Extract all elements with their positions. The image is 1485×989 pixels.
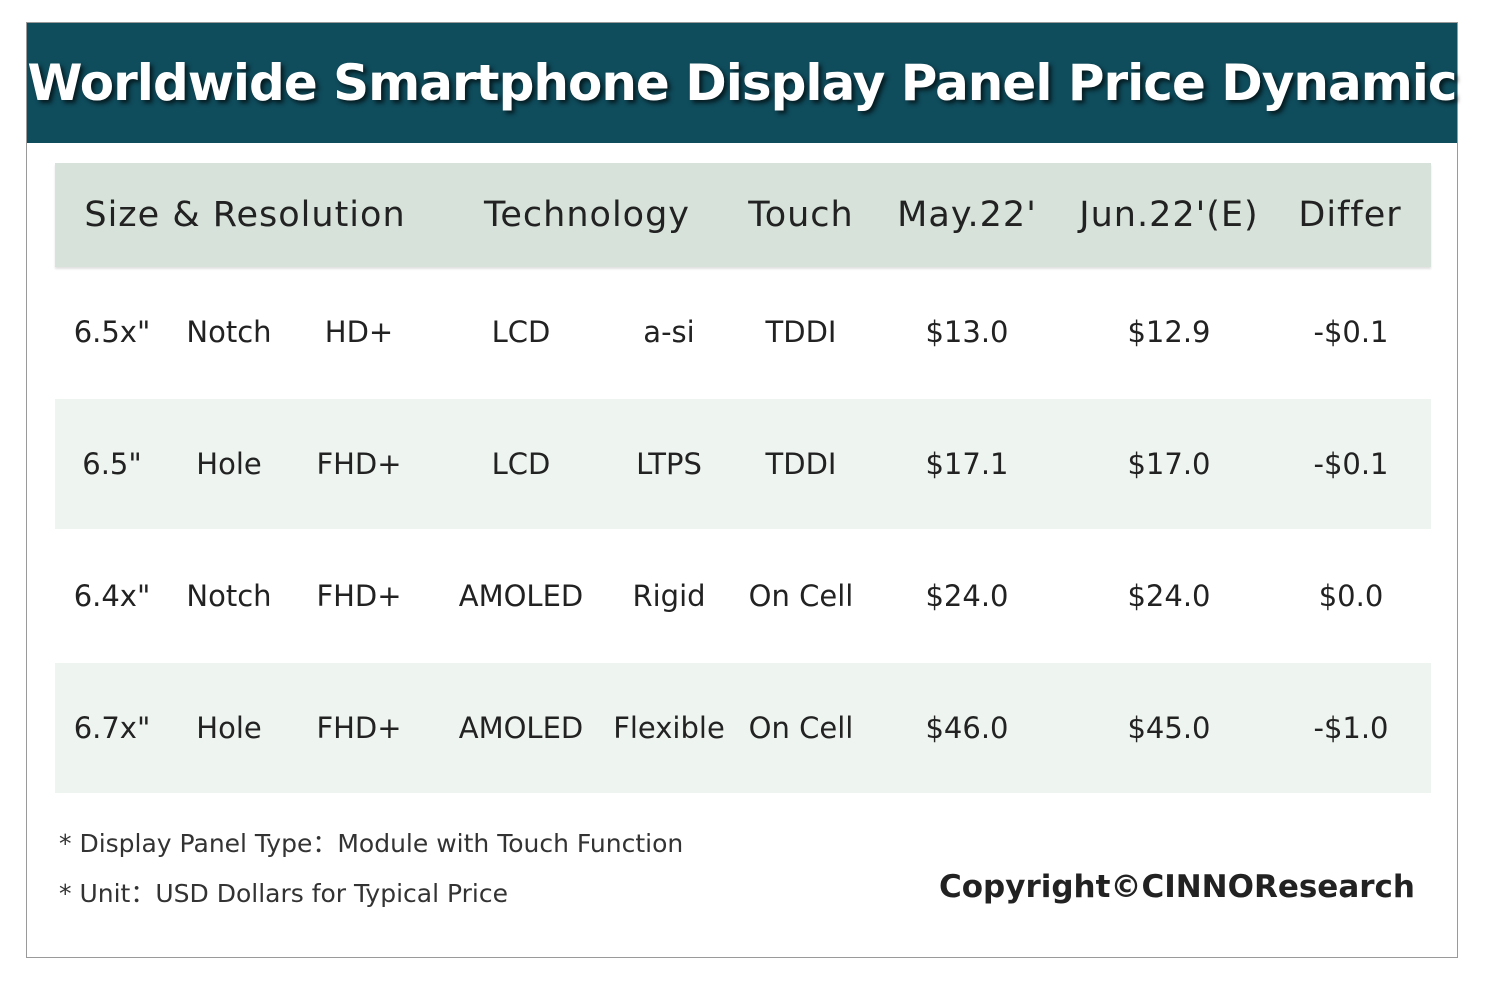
cell-display-tech: LCD — [491, 447, 551, 481]
cell-size: 6.5" — [82, 447, 142, 481]
cell-differ: $0.0 — [1318, 579, 1384, 613]
cell-may-price: $13.0 — [925, 315, 1009, 349]
header-jun: Jun.22'(E) — [1079, 195, 1259, 235]
cell-differ: -$0.1 — [1313, 315, 1389, 349]
table-row: 6.5x" Notch HD+ LCD a-si TDDI $13.0 $12.9 -$0.1 — [55, 267, 1431, 397]
cell-display-tech: AMOLED — [458, 711, 584, 745]
cell-jun-price: $17.0 — [1127, 447, 1211, 481]
cell-resolution: FHD+ — [316, 447, 402, 481]
cell-size: 6.4x" — [73, 579, 151, 613]
cell-may-price: $17.1 — [925, 447, 1009, 481]
cell-jun-price: $45.0 — [1127, 711, 1211, 745]
cell-shape: Hole — [196, 447, 262, 481]
table-row: 6.5" Hole FHD+ LCD LTPS TDDI $17.1 $17.0 -$0.1 — [55, 399, 1431, 529]
cell-resolution: FHD+ — [316, 579, 402, 613]
note-unit: * Unit：USD Dollars for Typical Price — [59, 879, 508, 908]
cell-differ: -$0.1 — [1313, 447, 1389, 481]
cell-backplane: LTPS — [636, 447, 702, 481]
chart-title: Worldwide Smartphone Display Panel Price… — [27, 54, 1457, 112]
title-banner: Worldwide Smartphone Display Panel Price… — [27, 23, 1458, 143]
header-touch: Touch — [748, 195, 854, 235]
cell-backplane: Flexible — [613, 711, 725, 745]
note-panel-type: * Display Panel Type：Module with Touch F… — [59, 829, 684, 858]
cell-shape: Notch — [186, 579, 272, 613]
cell-shape: Hole — [196, 711, 262, 745]
cell-differ: -$1.0 — [1313, 711, 1389, 745]
cell-size: 6.5x" — [73, 315, 151, 349]
cell-display-tech: AMOLED — [458, 579, 584, 613]
cell-size: 6.7x" — [73, 711, 151, 745]
table-header-row: Size & Resolution Technology Touch May.2… — [55, 163, 1431, 267]
copyright-text: Copyright©CINNOResearch — [939, 869, 1415, 905]
header-differ: Differ — [1298, 195, 1402, 235]
cell-touch: On Cell — [748, 579, 854, 613]
header-size-resolution: Size & Resolution — [84, 195, 406, 235]
cell-jun-price: $24.0 — [1127, 579, 1211, 613]
header-may: May.22' — [897, 195, 1037, 235]
cell-resolution: FHD+ — [316, 711, 402, 745]
table-row: 6.4x" Notch FHD+ AMOLED Rigid On Cell $24.0 $24… — [55, 531, 1431, 661]
price-table-card: Worldwide Smartphone Display Panel Price… — [26, 22, 1458, 958]
cell-touch: TDDI — [765, 447, 837, 481]
table-row: 6.7x" Hole FHD+ AMOLED Flexible On Cell $46.0 $… — [55, 663, 1431, 793]
cell-touch: TDDI — [765, 315, 837, 349]
cell-resolution: HD+ — [324, 315, 394, 349]
cell-backplane: a-si — [643, 315, 695, 349]
cell-may-price: $46.0 — [925, 711, 1009, 745]
cell-touch: On Cell — [748, 711, 854, 745]
cell-display-tech: LCD — [491, 315, 551, 349]
cell-shape: Notch — [186, 315, 272, 349]
cell-may-price: $24.0 — [925, 579, 1009, 613]
cell-backplane: Rigid — [632, 579, 706, 613]
cell-jun-price: $12.9 — [1127, 315, 1211, 349]
header-technology: Technology — [483, 195, 691, 235]
